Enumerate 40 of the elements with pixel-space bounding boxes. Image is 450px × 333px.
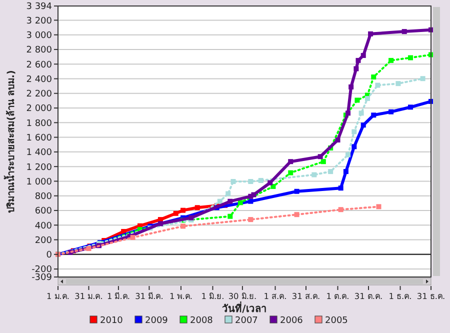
x-tick-label: 1 มี.ค. — [106, 291, 130, 301]
y-tick-label: 3 394 — [26, 2, 52, 12]
x-tick-label: 1 มิ.ย. — [201, 291, 224, 301]
y-tick-label: 2 200 — [26, 90, 52, 100]
legend-label: 2006 — [280, 316, 304, 326]
legend-label: 2009 — [145, 316, 168, 326]
y-tick-label: 200 — [34, 236, 52, 246]
y-tick-label: 1 400 — [26, 148, 52, 158]
x-tick-label: 1 ธ.ค. — [388, 291, 412, 301]
y-tick-label: 2 600 — [26, 60, 52, 70]
y-tick-label: 400 — [34, 221, 52, 232]
x-tick-label: 31 มี.ค. — [135, 291, 164, 301]
x-tick-label: 31 ต.ค. — [354, 291, 383, 301]
x-tick-label: 31 ม.ค. — [74, 291, 103, 301]
y-tick-label: 3 200 — [26, 16, 52, 26]
legend-label: 2008 — [190, 316, 214, 326]
y-tick-label: 1 200 — [26, 162, 52, 173]
y-tick-label: 0 — [46, 250, 52, 261]
y-tick-label: 1 000 — [26, 177, 52, 188]
x-tick-label: 1 ส.ค. — [264, 291, 287, 301]
legend-label: 2010 — [100, 316, 124, 326]
y-tick-label: 3 000 — [26, 31, 52, 42]
x-tick-label: 30 มิ.ย. — [228, 291, 257, 301]
x-tick-label: 1 พ.ค. — [169, 291, 192, 301]
y-tick-label: 2 000 — [26, 104, 52, 114]
legend-label: 2007 — [235, 316, 258, 326]
x-tick-label: 31 ส.ค. — [292, 291, 320, 301]
x-tick-label: 1 ม.ค. — [46, 291, 70, 301]
y-axis-title: ปริมาณน้ำระบายสะสม(ล้าน ลบม.) — [3, 70, 17, 213]
y-tick-label: 2 400 — [26, 74, 52, 85]
x-axis-title: วันที่/เวลา — [222, 301, 267, 315]
x-tick-label: 31 ธ.ค. — [416, 291, 446, 301]
y-tick-label: 800 — [34, 192, 52, 202]
y-tick-label: 1 800 — [26, 118, 52, 129]
legend-label: 2005 — [325, 316, 348, 326]
y-tick-label: 1 600 — [26, 133, 52, 144]
y-tick-label: -309 — [32, 273, 52, 284]
y-tick-label: 2 800 — [26, 46, 52, 56]
x-tick-label: 1 ต.ค. — [326, 291, 350, 301]
y-tick-label: 600 — [34, 206, 52, 217]
